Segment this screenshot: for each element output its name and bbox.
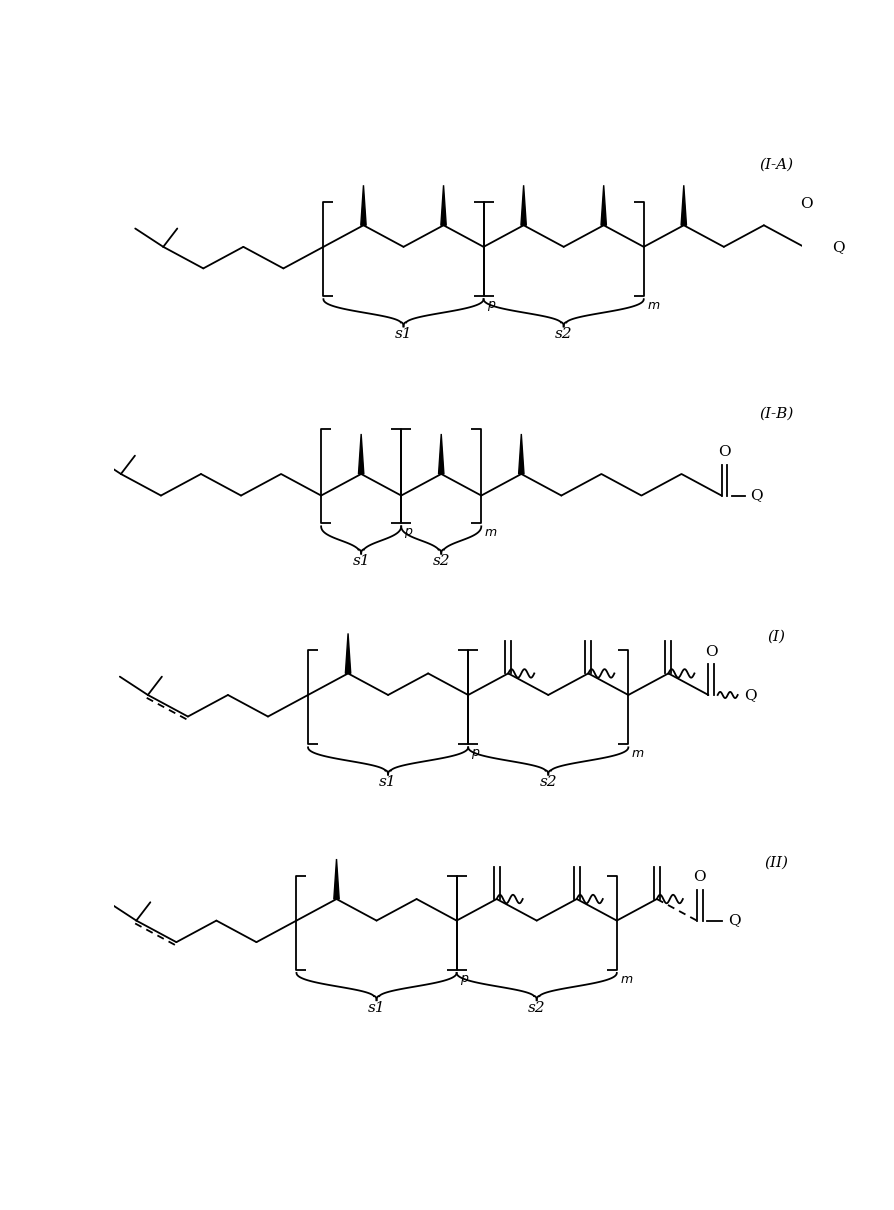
Text: s1: s1 (352, 554, 370, 567)
Polygon shape (521, 185, 527, 225)
Text: s1: s1 (379, 776, 397, 789)
Text: $p$: $p$ (486, 299, 496, 313)
Text: $p$: $p$ (404, 526, 414, 541)
Text: Q: Q (832, 240, 845, 254)
Polygon shape (601, 185, 606, 225)
Polygon shape (333, 859, 339, 899)
Polygon shape (441, 185, 446, 225)
Text: (I-B): (I-B) (759, 407, 793, 420)
Text: $m$: $m$ (647, 299, 660, 312)
Text: s2: s2 (555, 327, 572, 341)
Text: s2: s2 (527, 1001, 545, 1015)
Text: (II): (II) (764, 855, 789, 870)
Polygon shape (345, 633, 350, 674)
Text: s1: s1 (394, 327, 412, 341)
Text: O: O (694, 870, 706, 885)
Text: $p$: $p$ (460, 973, 469, 987)
Polygon shape (681, 185, 687, 225)
Text: $m$: $m$ (485, 526, 498, 540)
Text: $p$: $p$ (471, 748, 481, 761)
Text: (I-A): (I-A) (759, 157, 793, 172)
Text: (I): (I) (767, 629, 785, 644)
Text: $m$: $m$ (631, 748, 645, 760)
Polygon shape (361, 185, 367, 225)
Polygon shape (439, 434, 444, 474)
Text: Q: Q (728, 914, 740, 928)
Polygon shape (358, 434, 364, 474)
Text: Q: Q (750, 489, 763, 502)
Text: s2: s2 (433, 554, 450, 567)
Text: s2: s2 (539, 776, 557, 789)
Text: Q: Q (744, 688, 756, 702)
Text: $m$: $m$ (620, 973, 633, 986)
Polygon shape (519, 434, 524, 474)
Text: O: O (705, 645, 718, 658)
Text: O: O (800, 197, 813, 211)
Text: O: O (718, 445, 730, 460)
Text: s1: s1 (367, 1001, 385, 1015)
